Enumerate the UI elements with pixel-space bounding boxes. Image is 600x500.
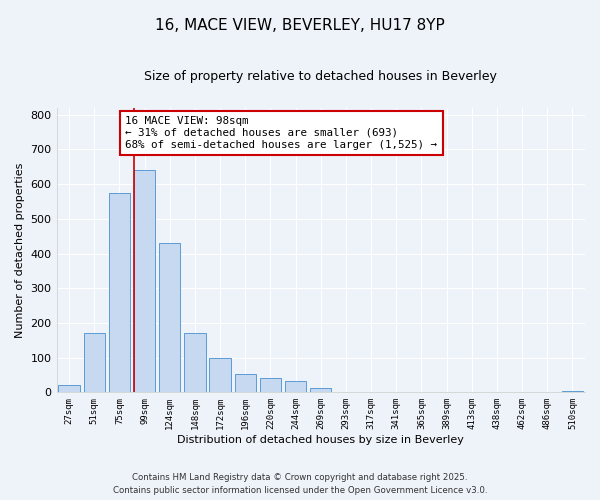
Bar: [285, 381, 307, 392]
Bar: [209, 358, 231, 392]
Bar: [134, 170, 155, 392]
Y-axis label: Number of detached properties: Number of detached properties: [15, 162, 25, 338]
Bar: [159, 243, 181, 392]
Bar: [310, 388, 331, 392]
Text: 16, MACE VIEW, BEVERLEY, HU17 8YP: 16, MACE VIEW, BEVERLEY, HU17 8YP: [155, 18, 445, 32]
Bar: [260, 378, 281, 392]
Title: Size of property relative to detached houses in Beverley: Size of property relative to detached ho…: [145, 70, 497, 83]
Bar: [58, 386, 80, 392]
Bar: [83, 334, 105, 392]
X-axis label: Distribution of detached houses by size in Beverley: Distribution of detached houses by size …: [178, 435, 464, 445]
Text: Contains HM Land Registry data © Crown copyright and database right 2025.
Contai: Contains HM Land Registry data © Crown c…: [113, 474, 487, 495]
Bar: [235, 374, 256, 392]
Bar: [109, 193, 130, 392]
Text: 16 MACE VIEW: 98sqm
← 31% of detached houses are smaller (693)
68% of semi-detac: 16 MACE VIEW: 98sqm ← 31% of detached ho…: [125, 116, 437, 150]
Bar: [184, 334, 206, 392]
